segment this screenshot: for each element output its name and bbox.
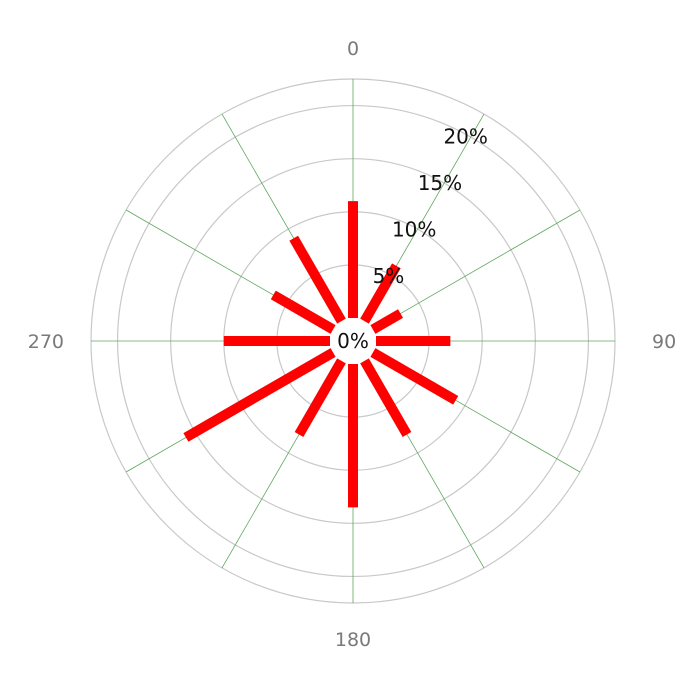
bar-210 bbox=[294, 358, 346, 438]
bar-150 bbox=[360, 358, 412, 438]
radial-tick-label-15: 15% bbox=[418, 171, 462, 195]
radial-tick-label-0: 0% bbox=[337, 329, 369, 353]
spoke-60 bbox=[372, 209, 581, 330]
bar-240 bbox=[183, 348, 336, 442]
angle-label-90: 90 bbox=[652, 331, 676, 353]
bar-30 bbox=[360, 263, 401, 324]
bar-60 bbox=[370, 309, 404, 334]
bars bbox=[183, 201, 459, 508]
radial-tick-label-5: 5% bbox=[373, 264, 405, 288]
bar-120 bbox=[370, 348, 459, 405]
angle-label-270: 270 bbox=[28, 331, 64, 353]
angle-label-0: 0 bbox=[347, 38, 359, 60]
angle-label-180: 180 bbox=[335, 629, 371, 651]
bar-300 bbox=[270, 290, 336, 334]
radial-tick-labels: 0% 5% 10% 15% 20% bbox=[337, 125, 488, 353]
bar-330 bbox=[289, 235, 346, 324]
radial-tick-label-10: 10% bbox=[392, 218, 436, 242]
angle-labels: 0 90 180 270 bbox=[28, 38, 676, 651]
radial-tick-label-20: 20% bbox=[443, 125, 487, 149]
